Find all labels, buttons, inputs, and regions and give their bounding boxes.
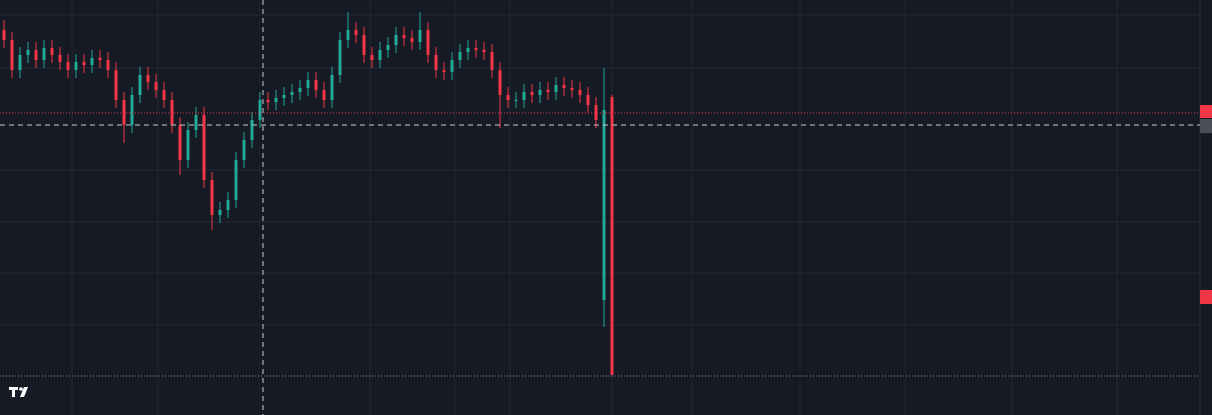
candles — [2, 12, 614, 375]
candle-body — [314, 80, 318, 90]
candle-body — [274, 98, 278, 102]
candle-body — [282, 95, 286, 98]
candle-body — [250, 120, 254, 140]
candle-body — [162, 90, 166, 100]
candle-body — [546, 90, 550, 92]
candle-body — [130, 95, 134, 125]
candle-body — [466, 48, 470, 52]
logo-part — [19, 387, 23, 391]
candle-body — [522, 92, 526, 100]
candle-body — [346, 30, 350, 40]
candle-body — [578, 90, 582, 95]
candle-body — [242, 140, 246, 160]
candle-body — [114, 70, 118, 100]
logo — [9, 387, 28, 397]
candle-body — [418, 30, 422, 42]
candle-body — [10, 40, 14, 70]
candle-body — [154, 82, 158, 90]
logo-part — [12, 387, 15, 397]
candle-body — [298, 88, 302, 92]
candle-body — [82, 62, 86, 65]
candle-body — [74, 62, 78, 70]
candle-body — [194, 115, 198, 130]
candle-body — [370, 55, 374, 60]
candle-body — [338, 40, 342, 75]
candle-body — [42, 48, 46, 60]
candle-body — [594, 105, 598, 120]
candle-body — [354, 30, 358, 35]
candle-body — [482, 50, 486, 52]
candle-body — [386, 45, 390, 50]
candle-body — [66, 62, 70, 70]
candle-body — [490, 52, 494, 70]
candle-body — [26, 50, 30, 55]
candle-body — [202, 115, 206, 180]
candle-body — [50, 48, 54, 55]
candle-body — [58, 55, 62, 62]
candle-body — [378, 50, 382, 60]
candle-body — [474, 48, 478, 50]
candle-body — [562, 85, 566, 88]
price-tag — [1200, 105, 1212, 118]
candle-body — [530, 92, 534, 95]
candle-body — [458, 52, 462, 60]
candle-body — [2, 30, 6, 40]
candle-body — [586, 95, 590, 105]
candle-body — [138, 75, 142, 95]
candle-body — [178, 125, 182, 160]
candle-body — [226, 200, 230, 210]
candle-body — [362, 35, 366, 55]
candle-body — [258, 100, 262, 120]
candle-body — [450, 60, 454, 72]
candle-body — [234, 160, 238, 200]
price-tag — [1200, 290, 1212, 304]
candle-body — [322, 90, 326, 100]
crosshair-tag — [1200, 119, 1212, 133]
candle-body — [514, 100, 518, 101]
candle-body — [218, 210, 222, 215]
candle-body — [426, 30, 430, 55]
candle-body — [506, 95, 510, 100]
candle-body — [90, 58, 94, 65]
candle-body — [434, 55, 438, 70]
candle-body — [394, 35, 398, 45]
candle-body — [570, 88, 574, 90]
candle-body — [602, 110, 606, 300]
candle-body — [538, 90, 542, 95]
candle-body — [146, 75, 150, 82]
candle-body — [410, 38, 414, 42]
candle-body — [210, 180, 214, 215]
candle-body — [106, 60, 110, 70]
candle-body — [402, 35, 406, 38]
candle-body — [186, 130, 190, 160]
candle-body — [330, 75, 334, 100]
candle-body — [610, 97, 614, 375]
candle-body — [498, 70, 502, 95]
candle-body — [18, 55, 22, 70]
candle-body — [442, 70, 446, 72]
candle-body — [98, 58, 102, 60]
logo-part — [20, 387, 28, 397]
candle-body — [554, 85, 558, 92]
candle-body — [266, 100, 270, 102]
candle-body — [290, 92, 294, 95]
candle-body — [306, 80, 310, 88]
candle-body — [34, 50, 38, 60]
